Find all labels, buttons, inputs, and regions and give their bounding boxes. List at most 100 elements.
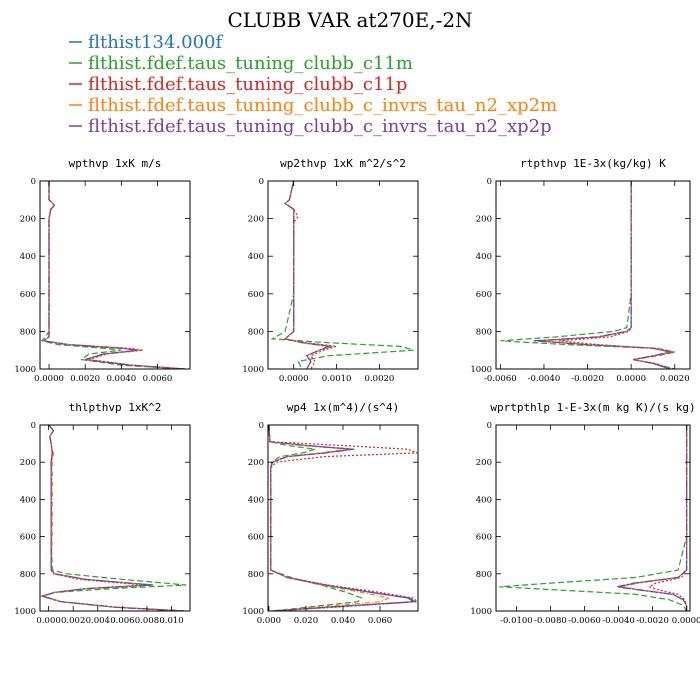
series-line xyxy=(42,181,185,369)
y-tick-label: 200 xyxy=(20,458,36,468)
x-tick-label: 0.0020 xyxy=(365,374,395,384)
y-tick-label: 200 xyxy=(248,215,264,225)
panel: wp2thvp 1xK m^2/s^2 0 200 400 600 800 1000 0.00… xyxy=(242,157,419,384)
y-tick-label: 400 xyxy=(20,252,36,262)
x-tick-label: 0.040 xyxy=(331,616,355,626)
y-tick-label: 600 xyxy=(20,533,36,543)
legend-item: flthist.fdef.taus_tuning_clubb_c11p xyxy=(69,74,407,95)
y-tick-label: 800 xyxy=(476,327,492,337)
series-line xyxy=(616,425,688,611)
series-line xyxy=(40,425,184,611)
y-tick-label: 1000 xyxy=(470,607,492,617)
x-tick-label: 0.0010 xyxy=(322,374,352,384)
series-line xyxy=(500,181,675,369)
legend-item: flthist.fdef.taus_tuning_clubb_c11m xyxy=(69,53,413,74)
legend-label: flthist.fdef.taus_tuning_clubb_c11m xyxy=(88,53,413,74)
plot-frame xyxy=(267,180,419,370)
x-tick-label: 0.020 xyxy=(294,616,318,626)
series-line xyxy=(268,425,392,611)
y-tick-label: 800 xyxy=(20,570,36,580)
y-tick-label: 800 xyxy=(248,327,264,337)
panel-title: thlpthvp 1xK^2 xyxy=(69,401,162,414)
y-tick-label: 400 xyxy=(248,495,264,505)
series-line xyxy=(559,181,675,369)
y-tick-label: 0 xyxy=(31,177,36,187)
x-tick-label: 0.060 xyxy=(368,616,392,626)
y-tick-label: 600 xyxy=(20,290,36,300)
y-tick-label: 200 xyxy=(248,458,264,468)
y-tick-label: 400 xyxy=(476,495,492,505)
plot-frame xyxy=(495,180,691,370)
legend-item: flthist.fdef.taus_tuning_clubb_c_invrs_t… xyxy=(69,95,557,116)
legend-item: flthist.fdef.taus_tuning_clubb_c_invrs_t… xyxy=(69,116,552,137)
y-tick-label: 200 xyxy=(476,215,492,225)
y-tick-label: 400 xyxy=(476,252,492,262)
legend-label: flthist134.000f xyxy=(88,32,223,53)
y-tick-label: 1000 xyxy=(470,365,492,375)
plot-frame xyxy=(495,424,691,612)
legend-label: flthist.fdef.taus_tuning_clubb_c11p xyxy=(88,74,407,95)
y-tick-label: 600 xyxy=(476,533,492,543)
panel-title: rtpthvp 1E-3x(kg/kg) K xyxy=(520,157,666,170)
y-tick-label: 1000 xyxy=(242,365,264,375)
y-tick-label: 0 xyxy=(487,177,492,187)
series-line xyxy=(268,425,418,611)
series-line xyxy=(40,425,184,611)
y-tick-label: 1000 xyxy=(14,607,36,617)
series-line xyxy=(42,181,185,369)
x-tick-label: 0.0040 xyxy=(106,374,136,384)
panel: wprtpthlp 1-E-3x(m kg K)/(s kg) 0 200 400 60… xyxy=(470,401,700,626)
y-tick-label: 0 xyxy=(487,421,492,431)
y-tick-label: 200 xyxy=(20,215,36,225)
panel: rtpthvp 1E-3x(kg/kg) K02004006008001000-… xyxy=(470,157,691,384)
x-tick-label: 0.000 xyxy=(257,616,281,626)
plot-frame xyxy=(39,424,191,612)
y-tick-label: 0 xyxy=(259,421,264,431)
x-tick-label: 0.004 xyxy=(86,616,110,626)
y-tick-label: 1000 xyxy=(14,365,36,375)
y-tick-label: 600 xyxy=(248,533,264,543)
panel-title: wp2thvp 1xK m^2/s^2 xyxy=(280,157,406,170)
legend-label: flthist.fdef.taus_tuning_clubb_c_invrs_t… xyxy=(88,95,557,116)
x-tick-label: 0.0020 xyxy=(660,374,690,384)
panel-title: wpthvp 1xK m/s xyxy=(69,157,162,170)
series-line xyxy=(40,425,187,611)
x-tick-label: -0.0040 xyxy=(528,374,561,384)
series-line xyxy=(42,181,187,369)
x-tick-label: 0.0000 xyxy=(279,374,309,384)
x-tick-label: 0.000 xyxy=(36,616,60,626)
y-tick-label: 800 xyxy=(476,570,492,580)
x-tick-label: -0.0060 xyxy=(568,616,601,626)
series-line xyxy=(618,425,688,611)
panel-title: wp4 1x(m^4)/(s^4) xyxy=(287,401,400,414)
x-tick-label: 0.0060 xyxy=(143,374,173,384)
x-tick-label: -0.0100 xyxy=(500,616,533,626)
legend-item: flthist134.000f xyxy=(69,32,223,53)
x-tick-label: 0.0000 xyxy=(616,374,646,384)
y-tick-label: 400 xyxy=(20,495,36,505)
y-tick-label: 800 xyxy=(248,570,264,580)
x-tick-label: 0.008 xyxy=(135,616,159,626)
panel-title: wprtpthlp 1-E-3x(m kg K)/(s kg) xyxy=(490,401,695,414)
y-tick-label: 0 xyxy=(31,421,36,431)
x-tick-label: 0.002 xyxy=(61,616,85,626)
series-line xyxy=(40,181,185,369)
series-line xyxy=(40,425,184,611)
x-tick-label: 0.0020 xyxy=(70,374,100,384)
x-tick-label: -0.0080 xyxy=(534,616,567,626)
series-line xyxy=(268,425,416,611)
series-line xyxy=(283,181,337,369)
series-line xyxy=(647,425,688,611)
plot-frame xyxy=(39,180,191,370)
y-tick-label: 200 xyxy=(476,458,492,468)
x-tick-label: 0.010 xyxy=(159,616,183,626)
x-tick-label: -0.0060 xyxy=(484,374,517,384)
x-tick-label: -0.0020 xyxy=(636,616,669,626)
series-line xyxy=(283,181,331,369)
series-line xyxy=(268,425,418,611)
y-tick-label: 600 xyxy=(248,290,264,300)
